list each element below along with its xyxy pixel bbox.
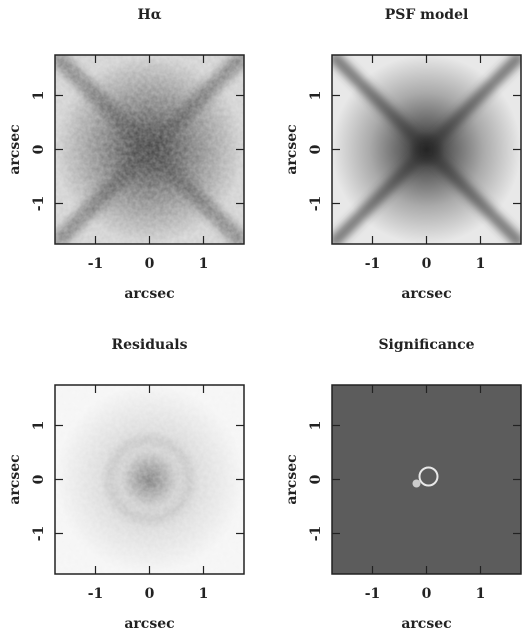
x-tick-label: 1: [476, 586, 486, 602]
panel: Hα arcsec arcsec -1 0 1 -1 0 1: [7, 7, 245, 302]
y-tick-label: 0: [308, 144, 324, 154]
panel: Significance arcsec arcsec -1 0 1 -1 0 1: [284, 337, 522, 632]
panel-title: Significance: [378, 337, 474, 353]
image: [332, 385, 521, 574]
x-tick-label: 0: [422, 256, 432, 272]
y-axis-label: arcsec: [7, 124, 23, 174]
y-tick-label: 1: [31, 91, 47, 101]
y-tick-label: 1: [31, 421, 47, 431]
y-axis-label: arcsec: [7, 454, 23, 504]
panel-title: Residuals: [112, 337, 188, 353]
x-axis-label: arcsec: [401, 286, 451, 302]
y-axis-label: arcsec: [284, 454, 300, 504]
x-tick-label: 1: [199, 586, 209, 602]
panel: Residuals arcsec arcsec -1 0 1 -1 0 1: [7, 337, 245, 632]
y-tick-label: -1: [308, 196, 324, 212]
x-tick-label: 1: [199, 256, 209, 272]
y-tick-label: 1: [308, 421, 324, 431]
y-tick-label: 0: [31, 474, 47, 484]
y-tick-label: -1: [308, 526, 324, 542]
x-axis-label: arcsec: [124, 286, 174, 302]
panel-title: PSF model: [385, 7, 469, 23]
x-tick-label: -1: [365, 256, 381, 272]
x-tick-label: 0: [145, 586, 155, 602]
y-tick-label: 0: [31, 144, 47, 154]
y-tick-label: 0: [308, 474, 324, 484]
x-tick-label: -1: [88, 586, 104, 602]
y-tick-label: 1: [308, 91, 324, 101]
y-axis-label: arcsec: [284, 124, 300, 174]
x-tick-label: -1: [88, 256, 104, 272]
x-tick-label: 1: [476, 256, 486, 272]
x-axis-label: arcsec: [124, 616, 174, 632]
x-tick-label: 0: [145, 256, 155, 272]
x-tick-label: -1: [365, 586, 381, 602]
panel-title: Hα: [137, 7, 161, 23]
y-tick-label: -1: [31, 526, 47, 542]
x-tick-label: 0: [422, 586, 432, 602]
x-axis-label: arcsec: [401, 616, 451, 632]
y-tick-label: -1: [31, 196, 47, 212]
panel: PSF model arcsec arcsec -1 0 1 -1 0 1: [284, 7, 522, 302]
